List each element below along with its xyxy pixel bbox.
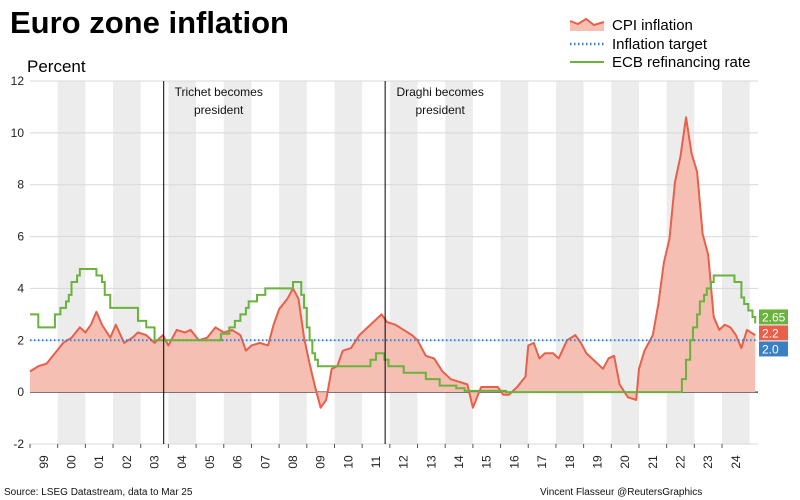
- legend: CPI inflation Inflation target ECB refin…: [569, 17, 750, 71]
- x-tick-label: 18: [563, 455, 577, 469]
- x-tick-label: 99: [37, 455, 51, 469]
- end-badge-label: 2.65: [762, 310, 786, 324]
- x-tick-label: 13: [424, 455, 438, 469]
- x-tick-label: 16: [507, 455, 521, 469]
- end-badge-label: 2.2: [762, 326, 779, 340]
- president-annotation-line1: Draghi becomes: [396, 85, 483, 99]
- y-tick-label: 10: [11, 126, 25, 140]
- legend-label-cpi: CPI inflation: [612, 17, 693, 34]
- y-tick-label: 2: [17, 333, 24, 347]
- x-tick-label: 10: [341, 455, 355, 469]
- end-value-badges: 2.65 2.2 2.0: [759, 309, 788, 357]
- x-tick-label: 01: [92, 455, 106, 469]
- ecb-rate-line: [30, 267, 757, 394]
- cpi-area-layer: [30, 117, 756, 408]
- x-tick-label: 19: [590, 455, 604, 469]
- x-tick-label: 06: [231, 455, 245, 469]
- chart-title: Euro zone inflation: [10, 5, 289, 40]
- legend-swatch-cpi-line: [569, 17, 605, 27]
- president-annotation-line1: Trichet becomes: [175, 85, 263, 99]
- x-tick-label: 09: [314, 455, 328, 469]
- end-badge: [759, 325, 788, 341]
- y-axis-ticks: -2 0 2 4 6 8 10 12: [11, 74, 25, 451]
- y-tick-label: 6: [17, 230, 24, 244]
- cpi-line: [29, 116, 756, 409]
- x-tick-label: 20: [618, 455, 632, 469]
- legend-swatch-cpi: [570, 19, 604, 31]
- end-badge-label: 2.0: [762, 342, 779, 356]
- source-note: Source: LSEG Datastream, data to Mar 25: [4, 487, 193, 498]
- x-tick-label: 22: [673, 455, 687, 469]
- vertical-markers: Trichet becomes president Draghi becomes pr…: [163, 81, 484, 444]
- end-badge: [759, 341, 788, 357]
- y-axis-label: Percent: [27, 57, 86, 76]
- series-lines: [29, 116, 758, 409]
- legend-label-ecb: ECB refinancing rate: [612, 54, 750, 71]
- president-annotation-line2: president: [194, 103, 244, 117]
- x-tick-label: 21: [646, 455, 660, 469]
- x-tick-label: 15: [480, 455, 494, 469]
- x-tick-label: 02: [120, 455, 134, 469]
- x-tick-label: 17: [535, 455, 549, 469]
- x-tick-label: 05: [203, 455, 217, 469]
- x-tick-label: 08: [286, 455, 300, 469]
- x-tick-label: 07: [258, 455, 272, 469]
- legend-label-target: Inflation target: [612, 36, 708, 53]
- end-badge: [759, 309, 788, 325]
- y-tick-label: 8: [17, 178, 24, 192]
- x-tick-label: 03: [148, 455, 162, 469]
- x-axis-ticks: 99 00 01 02 03 04 05 06 07 08 09 10 11 12 13 14 15 16 17 18…: [29, 444, 743, 469]
- y-tick-label: 4: [17, 281, 24, 295]
- x-tick-label: 11: [369, 455, 383, 468]
- y-tick-label: 0: [17, 385, 24, 399]
- y-tick-label: -2: [13, 437, 24, 451]
- president-annotation-line2: president: [415, 103, 465, 117]
- x-tick-label: 04: [175, 455, 189, 469]
- credit-note: Vincent Flasseur @ReutersGraphics: [540, 487, 702, 498]
- x-tick-label: 23: [701, 455, 715, 469]
- x-tick-label: 24: [729, 455, 743, 469]
- x-tick-label: 12: [397, 455, 411, 469]
- x-tick-label: 14: [452, 455, 466, 469]
- cpi-area: [30, 117, 756, 408]
- y-tick-label: 12: [11, 74, 25, 88]
- x-tick-label: 00: [65, 455, 79, 469]
